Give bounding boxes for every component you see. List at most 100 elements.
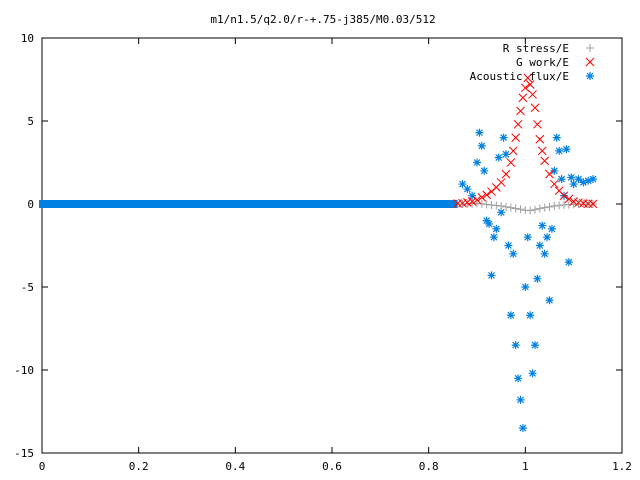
y-tick-label: 5 — [27, 115, 34, 128]
acoustic-flux-e-point — [509, 249, 518, 258]
legend-label: R stress/E — [503, 42, 569, 55]
acoustic-flux-e-point — [477, 141, 486, 150]
acoustic-flux-e-point — [550, 166, 559, 175]
g-work-e-point — [477, 193, 487, 202]
acoustic-flux-e-point — [494, 153, 503, 162]
acoustic-flux-e-point — [567, 173, 576, 182]
r-stress-e-point — [516, 205, 525, 214]
y-tick-label: 0 — [27, 198, 34, 211]
acoustic-flux-e-point — [480, 166, 489, 175]
g-work-e-point — [537, 146, 547, 156]
legend-marker — [586, 44, 594, 52]
acoustic-flux-e-point — [492, 224, 501, 233]
g-work-e-point — [508, 146, 518, 156]
acoustic-flux-e-point — [523, 233, 532, 242]
acoustic-flux-e-point — [521, 283, 530, 291]
acoustic-flux-e-point — [497, 208, 506, 217]
acoustic-flux-e-point — [533, 274, 542, 283]
acoustic-flux-e-point — [555, 146, 564, 155]
acoustic-flux-e-point — [518, 424, 527, 433]
r-stress-e-point — [540, 203, 549, 212]
y-tick-label: -15 — [14, 447, 34, 460]
acoustic-flux-e-point — [468, 191, 477, 200]
g-work-e-point — [530, 103, 540, 113]
acoustic-flux-e-point — [540, 249, 549, 258]
y-tick-label: -5 — [21, 281, 34, 294]
g-work-e-point — [472, 195, 482, 205]
acoustic-flux-e-point — [502, 150, 510, 159]
acoustic-flux-e-point — [535, 241, 544, 250]
x-tick-label: 0.8 — [419, 460, 439, 473]
g-work-e-point — [496, 178, 506, 187]
g-work-e-point — [482, 190, 492, 200]
r-stress-e-point — [535, 204, 544, 213]
y-tick-label: -10 — [14, 364, 34, 377]
acoustic-flux-e-point — [564, 258, 573, 267]
acoustic-flux-e-point — [511, 341, 520, 350]
g-work-e-point — [540, 156, 550, 166]
g-work-e-point — [525, 80, 535, 89]
g-work-e-point — [564, 194, 574, 204]
acoustic-flux-e-point — [475, 128, 484, 137]
g-work-e-point — [535, 134, 545, 144]
acoustic-flux-e-point — [589, 175, 597, 184]
acoustic-flux-e-point — [543, 233, 552, 242]
acoustic-flux-e-point — [485, 219, 494, 228]
x-tick-label: 0.2 — [129, 460, 149, 473]
g-work-e-point — [511, 133, 521, 142]
y-tick-label: 10 — [21, 32, 34, 45]
acoustic-flux-e-point — [489, 233, 498, 242]
acoustic-flux-e-point — [538, 221, 547, 230]
acoustic-flux-e-point — [473, 158, 481, 167]
g-work-e-point — [528, 90, 537, 99]
zero-band — [39, 200, 458, 208]
r-stress-e-point — [511, 204, 520, 213]
acoustic-flux-zero-band — [39, 200, 458, 208]
acoustic-flux-e-point — [514, 374, 523, 383]
acoustic-flux-e-point — [574, 175, 583, 184]
acoustic-flux-e-point — [487, 271, 496, 280]
r-stress-e-point — [531, 205, 539, 214]
acoustic-flux-e-point — [506, 311, 515, 320]
r-stress-e-point — [526, 206, 535, 215]
x-tick-label: 1 — [522, 460, 529, 473]
acoustic-flux-e-point — [458, 180, 467, 189]
g-work-e-point — [520, 83, 530, 93]
acoustic-flux-e-point — [504, 241, 513, 250]
data-marks — [453, 73, 598, 433]
g-work-e-point — [549, 179, 559, 189]
x-tick-label: 0.4 — [225, 460, 245, 473]
acoustic-flux-e-point — [579, 178, 588, 187]
g-work-e-point — [559, 191, 569, 201]
g-work-e-point — [506, 158, 516, 167]
legend-marker — [586, 72, 594, 80]
plot-frame — [41, 37, 623, 454]
g-work-e-point — [516, 106, 525, 116]
acoustic-flux-e-point — [528, 369, 537, 378]
acoustic-flux-e-point — [547, 224, 556, 233]
g-work-e-point — [588, 199, 598, 209]
g-work-e-point — [513, 119, 523, 129]
chart-title: m1/n1.5/q2.0/r-+.75-j385/M0.03/512 — [210, 13, 435, 26]
axis-ticks: 0 0.2 0.4 0.6 0.8 1 1.2 10 5 0 -5 -10 -15 — [14, 32, 632, 473]
acoustic-flux-e-point — [531, 341, 539, 350]
r-stress-e-point — [550, 201, 559, 210]
x-tick-label: 0.6 — [322, 460, 342, 473]
x-tick-label: 1.2 — [612, 460, 632, 473]
r-stress-e-point — [497, 201, 506, 210]
acoustic-flux-e-point — [482, 216, 491, 225]
x-tick-label: 0 — [39, 460, 46, 473]
acoustic-flux-e-point — [499, 133, 508, 142]
acoustic-flux-e-point — [569, 180, 578, 189]
acoustic-flux-e-point — [516, 395, 525, 404]
r-stress-e-point — [477, 199, 486, 208]
acoustic-flux-e-point — [545, 296, 554, 305]
g-work-e-point — [501, 169, 511, 179]
g-work-e-point — [518, 93, 528, 103]
acoustic-flux-e-point — [552, 133, 561, 142]
g-work-e-point — [523, 73, 533, 83]
legend-label: Acoustic flux/E — [470, 70, 569, 83]
acoustic-flux-e-point — [584, 176, 593, 185]
